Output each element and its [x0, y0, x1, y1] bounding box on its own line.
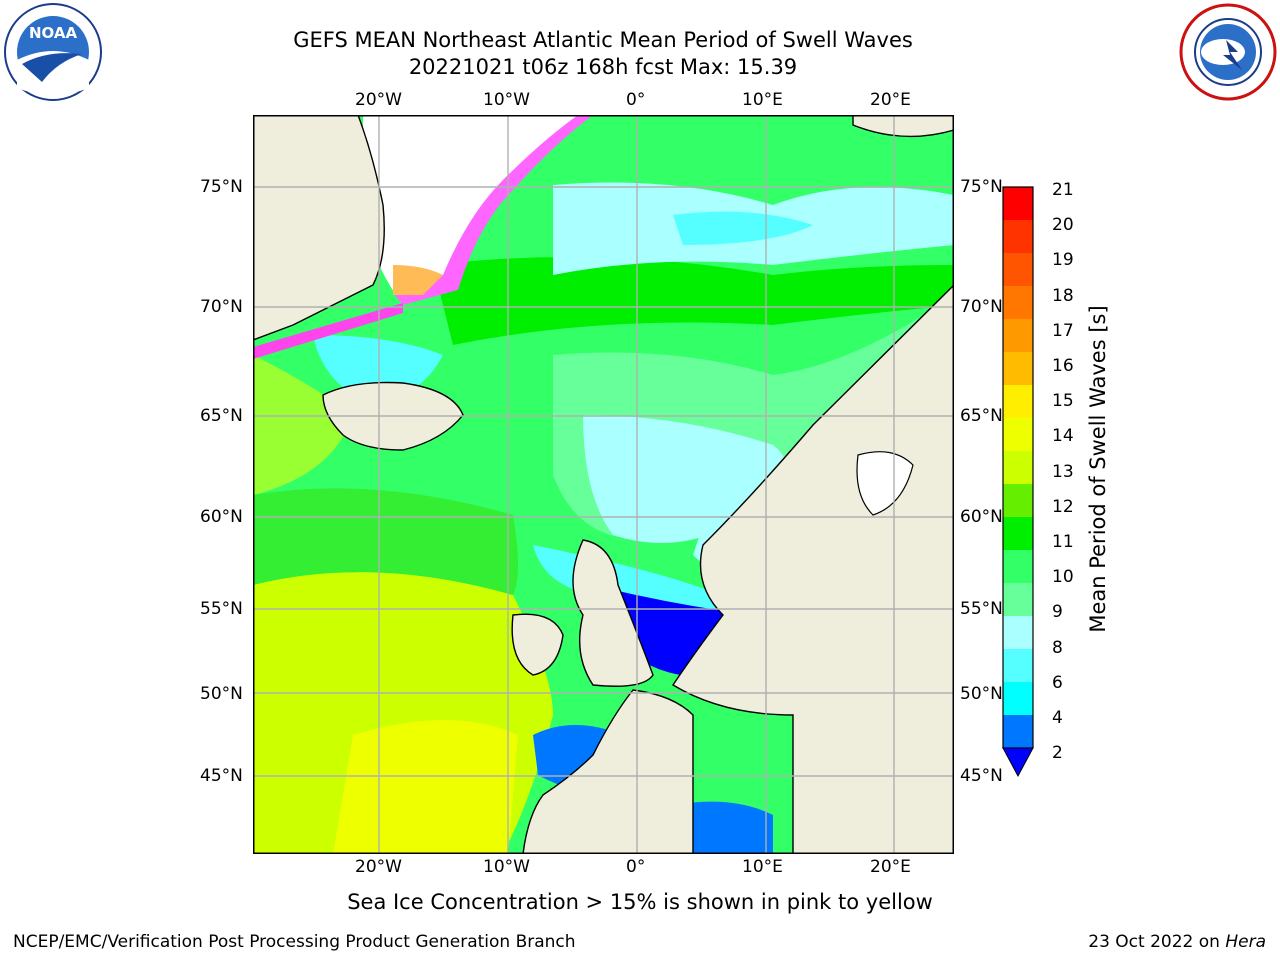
colorbar — [1000, 185, 1040, 785]
colorbar-tick-label: 18 — [1052, 285, 1074, 306]
lon-tick-bottom-10w: 10°W — [483, 857, 530, 877]
lat-tick-left-70n: 70°N — [200, 297, 243, 317]
swell-zone-mediterranean — [673, 801, 773, 854]
lat-tick-right-60n: 60°N — [960, 507, 1003, 527]
colorbar-tick-label: 17 — [1052, 320, 1074, 341]
lon-tick-top-20w: 20°W — [355, 90, 402, 110]
nws-logo — [1178, 2, 1278, 102]
lat-tick-right-70n: 70°N — [960, 297, 1003, 317]
sea-ice-edge-greenland — [253, 303, 403, 359]
swell-zone-longest — [333, 720, 518, 854]
colorbar-tick-label: 4 — [1052, 708, 1063, 728]
colorbar-tick-label: 8 — [1052, 637, 1063, 658]
lat-tick-right-75n: 75°N — [960, 177, 1003, 197]
colorbar-extend-min — [1002, 747, 1034, 778]
colorbar-bin-10 — [1003, 517, 1033, 550]
swell-zone-west — [253, 355, 353, 495]
swell-zone-north — [433, 257, 954, 345]
sea-ice-edge-orange — [393, 265, 443, 295]
lat-tick-right-45n: 45°N — [960, 766, 1003, 786]
sea-ice-edge-pink — [393, 115, 593, 305]
colorbar-tick-label: 6 — [1052, 672, 1063, 693]
colorbar-title: Mean Period of Swell Waves [s] — [1086, 305, 1110, 633]
lon-tick-top-0: 0° — [626, 90, 646, 110]
colorbar-tick-label: 19 — [1052, 250, 1074, 271]
colorbar-bin-9 — [1003, 484, 1033, 517]
colorbar-tick-label: 10 — [1052, 567, 1074, 588]
colorbar-tick-label: 9 — [1052, 602, 1063, 623]
map-title: GEFS MEAN Northeast Atlantic Mean Period… — [293, 28, 913, 52]
colorbar-bin-0 — [1003, 187, 1033, 220]
france-iberia — [522, 689, 694, 854]
lon-tick-top-10w: 10°W — [483, 90, 530, 110]
footer-date: 23 Oct 2022 on Hera — [1088, 932, 1266, 952]
colorbar-bin-4 — [1003, 319, 1033, 352]
colorbar-tick-label: 13 — [1052, 461, 1074, 482]
lat-tick-left-65n: 65°N — [200, 406, 243, 426]
ireland — [511, 613, 564, 676]
footer-host: Hera — [1225, 932, 1266, 952]
lat-tick-left-55n: 55°N — [200, 599, 243, 619]
colorbar-tick-label: 20 — [1052, 215, 1074, 236]
colorbar-labels: 21 20 19 18 17 16 15 14 13 12 11 10 9 8 6 4 2 — [1052, 180, 1092, 770]
noaa-logo: NOAA — [2, 2, 104, 102]
lon-tick-bottom-0: 0° — [626, 857, 646, 877]
lat-tick-left-45n: 45°N — [200, 766, 243, 786]
colorbar-bin-8 — [1003, 451, 1033, 484]
lat-tick-right-65n: 65°N — [960, 406, 1003, 426]
colorbar-tick-label: 15 — [1052, 391, 1074, 412]
lon-tick-bottom-20e: 20°E — [870, 857, 911, 877]
gulf-of-bothnia — [856, 451, 914, 516]
colorbar-tick-label: 2 — [1052, 743, 1063, 764]
swell-zone-short-d — [673, 211, 813, 245]
sea-ice-note: Sea Ice Concentration > 15% is shown in … — [347, 890, 933, 914]
colorbar-bin-3 — [1003, 286, 1033, 319]
colorbar-bin-5 — [1003, 352, 1033, 385]
lat-tick-left-75n: 75°N — [200, 177, 243, 197]
map-subtitle: 20221021 t06z 168h fcst Max: 15.39 — [408, 55, 798, 79]
scandinavia-europe — [672, 284, 954, 854]
lat-tick-left-60n: 60°N — [200, 507, 243, 527]
colorbar-bin-11 — [1003, 550, 1033, 583]
colorbar-bin-2 — [1003, 253, 1033, 286]
map-panel — [253, 115, 954, 854]
greenland — [253, 115, 385, 341]
colorbar-bin-1 — [1003, 220, 1033, 253]
colorbar-bin-15 — [1003, 682, 1033, 715]
footer-date-text: 23 Oct 2022 on — [1088, 932, 1226, 952]
colorbar-bin-14 — [1003, 649, 1033, 682]
swell-zone-mid — [253, 488, 518, 595]
lon-tick-top-10e: 10°E — [742, 90, 783, 110]
colorbar-tick-label: 21 — [1052, 180, 1074, 200]
colorbar-bin-low — [1003, 715, 1033, 748]
colorbar-bin-13 — [1003, 616, 1033, 649]
map-frame — [253, 115, 954, 854]
noaa-logo-text: NOAA — [29, 24, 78, 42]
colorbar-frame — [1002, 186, 1034, 749]
lat-tick-right-50n: 50°N — [960, 684, 1003, 704]
colorbar-bin-6 — [1003, 385, 1033, 418]
lon-tick-bottom-20w: 20°W — [355, 857, 402, 877]
lon-tick-bottom-10e: 10°E — [742, 857, 783, 877]
great-britain — [572, 539, 654, 687]
colorbar-bin-7 — [1003, 418, 1033, 451]
colorbar-tick-label: 11 — [1052, 532, 1074, 552]
colorbar-tick-label: 12 — [1052, 496, 1074, 517]
lon-tick-top-20e: 20°E — [870, 90, 911, 110]
colorbar-tick-label: 16 — [1052, 356, 1074, 376]
colorbar-tick-label: 14 — [1052, 426, 1074, 447]
lat-tick-right-55n: 55°N — [960, 599, 1003, 619]
lat-tick-left-50n: 50°N — [200, 684, 243, 704]
colorbar-bin-12 — [1003, 583, 1033, 616]
footer-credit: NCEP/EMC/Verification Post Processing Pr… — [13, 932, 576, 952]
graticule — [253, 115, 954, 854]
